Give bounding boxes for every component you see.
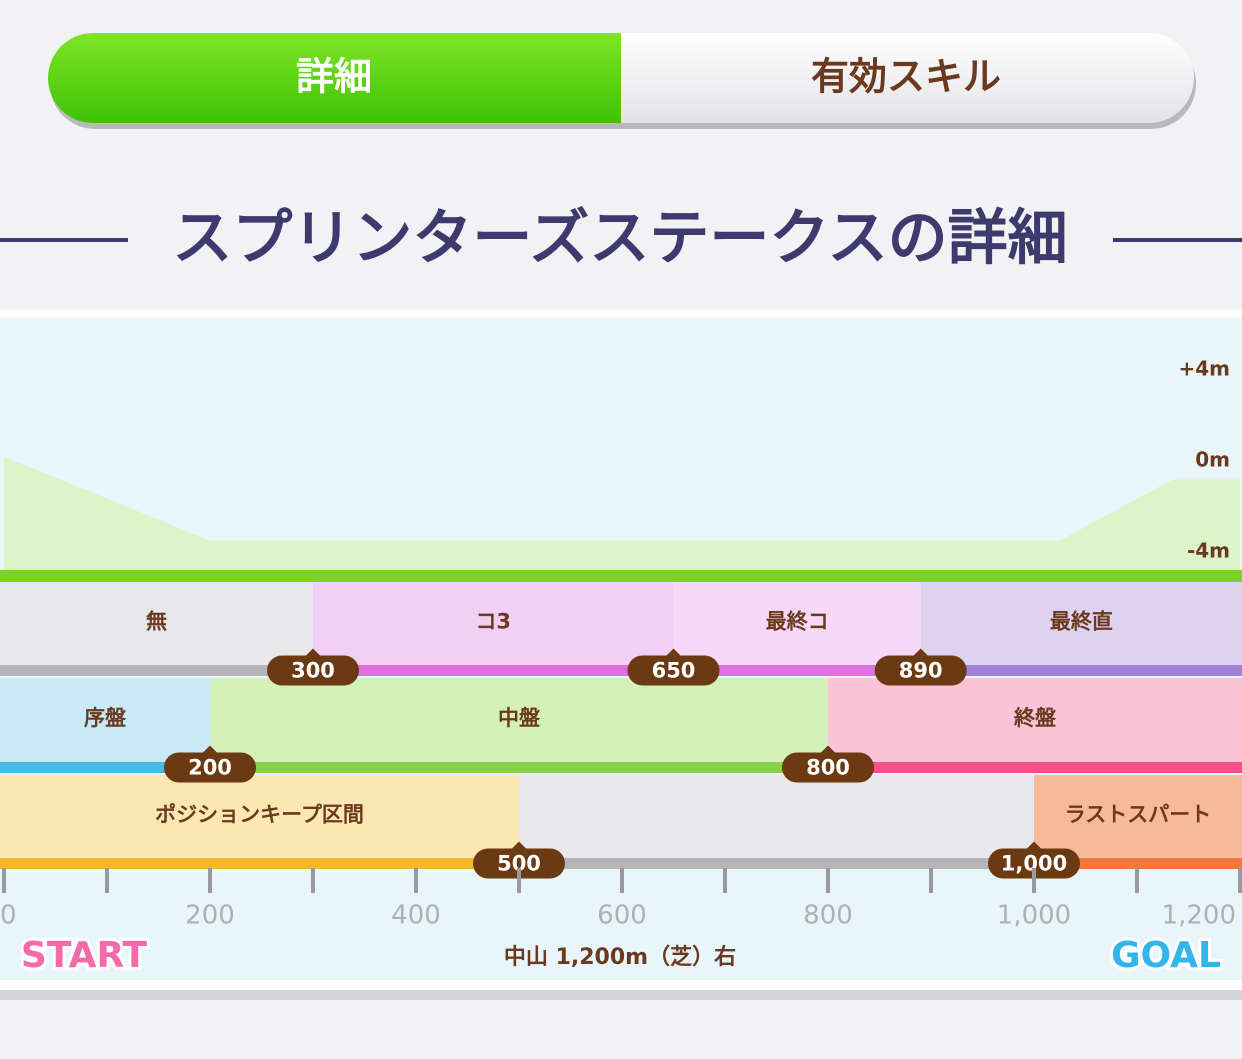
segment bbox=[1034, 775, 1242, 858]
marker-pointer bbox=[202, 745, 218, 754]
tick-mark bbox=[1238, 868, 1242, 893]
tab[interactable] bbox=[621, 33, 1194, 123]
segment-label: ラストスパート bbox=[1065, 803, 1212, 827]
segment-line bbox=[0, 665, 313, 676]
tick-mark bbox=[1135, 868, 1139, 893]
tick-mark bbox=[723, 868, 727, 893]
tab[interactable] bbox=[48, 33, 621, 123]
marker bbox=[267, 655, 359, 686]
marker-pointer bbox=[665, 648, 682, 657]
ground-line bbox=[0, 570, 1242, 582]
elevation-area bbox=[4, 456, 1240, 570]
segment-label: 無 bbox=[146, 610, 167, 634]
goal-label: GOAL bbox=[1111, 935, 1221, 976]
marker bbox=[782, 752, 874, 783]
segment-line bbox=[673, 665, 921, 676]
x-tick-label: 0 bbox=[0, 901, 17, 931]
marker-label: 300 bbox=[291, 659, 335, 683]
elevation-tick-label: 0m bbox=[1195, 448, 1230, 472]
segment-label: コ3 bbox=[475, 610, 511, 634]
tick-mark bbox=[311, 868, 315, 893]
elevation-tick-label: +4m bbox=[1178, 357, 1230, 381]
title-rule bbox=[0, 238, 128, 242]
page-title: スプリンターズステークスの詳細 bbox=[172, 204, 1067, 274]
marker bbox=[874, 655, 967, 686]
tab-label[interactable]: 有効スキル bbox=[811, 55, 1001, 99]
segment-line bbox=[210, 762, 828, 773]
marker-label: 800 bbox=[806, 756, 850, 780]
segment bbox=[0, 678, 210, 762]
x-tick-label: 600 bbox=[597, 901, 647, 931]
segment-label: ポジションキープ区間 bbox=[155, 803, 364, 827]
marker bbox=[627, 655, 720, 686]
x-tick-label: 200 bbox=[185, 901, 235, 931]
segment-label: 最終直 bbox=[1050, 610, 1113, 634]
segment bbox=[828, 678, 1242, 762]
segment bbox=[0, 582, 313, 665]
marker-label: 200 bbox=[188, 756, 232, 780]
x-tick-label: 800 bbox=[803, 901, 853, 931]
tick-mark bbox=[620, 868, 624, 893]
marker-pointer bbox=[912, 648, 929, 657]
segment bbox=[0, 775, 519, 858]
elevation-tick-label: -4m bbox=[1187, 539, 1230, 563]
segment-line bbox=[519, 858, 1034, 869]
tick-mark bbox=[929, 868, 933, 893]
tab-label[interactable]: 詳細 bbox=[296, 55, 372, 99]
tick-mark bbox=[2, 868, 6, 893]
segment bbox=[313, 582, 674, 665]
title-rule bbox=[1113, 238, 1242, 242]
segment-label: 最終コ bbox=[766, 610, 829, 634]
tick-mark bbox=[1032, 868, 1036, 893]
marker bbox=[988, 848, 1080, 879]
x-tick-label: 400 bbox=[391, 901, 441, 931]
segment-line bbox=[0, 762, 210, 773]
tab-bar bbox=[48, 33, 1194, 123]
segment-label: 序盤 bbox=[84, 706, 127, 730]
tick-mark bbox=[826, 868, 830, 893]
segment-label: 中盤 bbox=[498, 706, 541, 730]
start-label: START bbox=[21, 935, 148, 976]
marker-label: 890 bbox=[899, 659, 943, 683]
course-name: 中山 1,200m（芝）右 bbox=[504, 944, 736, 970]
marker-pointer bbox=[511, 841, 527, 850]
marker bbox=[164, 752, 256, 783]
x-tick-label: 1,200 bbox=[1162, 901, 1236, 931]
segment bbox=[920, 582, 1242, 665]
segment-line bbox=[313, 665, 674, 676]
segment-line bbox=[920, 665, 1242, 676]
tick-mark bbox=[517, 868, 521, 893]
segment-line bbox=[828, 762, 1242, 773]
tick-mark bbox=[105, 868, 109, 893]
tick-mark bbox=[414, 868, 418, 893]
marker-pointer bbox=[305, 648, 321, 657]
marker bbox=[473, 848, 565, 879]
panel-edge bbox=[0, 990, 1242, 1000]
x-tick-label: 1,000 bbox=[997, 901, 1071, 931]
marker-pointer bbox=[820, 745, 836, 754]
segment-line bbox=[0, 858, 519, 869]
segment-line bbox=[1034, 858, 1242, 869]
segment bbox=[210, 678, 828, 762]
segment-label: 終盤 bbox=[1013, 706, 1057, 730]
marker-pointer bbox=[1026, 841, 1042, 850]
segment bbox=[519, 775, 1034, 858]
segment bbox=[673, 582, 921, 665]
tick-mark bbox=[208, 868, 212, 893]
marker-label: 650 bbox=[652, 659, 696, 683]
